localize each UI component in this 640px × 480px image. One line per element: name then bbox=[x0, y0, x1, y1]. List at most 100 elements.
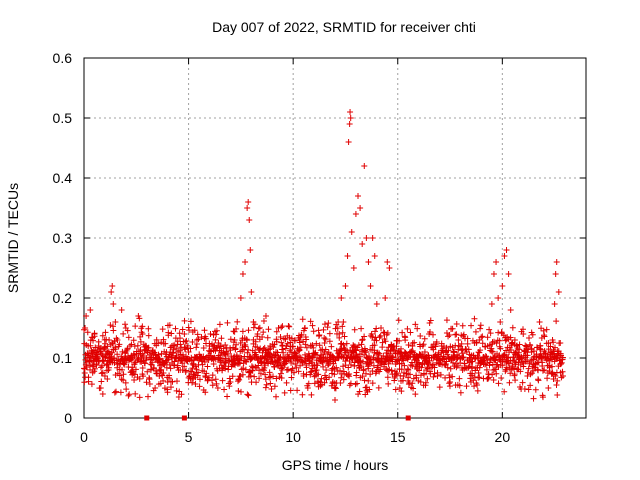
data-point bbox=[85, 343, 92, 349]
data-point-background bbox=[339, 329, 346, 336]
data-point-background bbox=[437, 371, 444, 378]
data-point-background bbox=[491, 338, 498, 345]
data-point bbox=[127, 343, 134, 349]
data-point-background bbox=[179, 326, 186, 333]
data-point bbox=[355, 193, 362, 199]
data-point-background bbox=[274, 349, 281, 356]
data-point bbox=[106, 337, 113, 343]
data-point-background bbox=[229, 373, 236, 380]
data-point bbox=[193, 337, 200, 343]
data-point bbox=[499, 283, 506, 289]
data-point-background bbox=[222, 365, 229, 372]
data-point bbox=[181, 331, 188, 337]
data-point-background bbox=[530, 367, 537, 374]
data-point-background bbox=[222, 341, 229, 348]
data-point-background bbox=[519, 379, 526, 386]
data-point-background bbox=[344, 348, 351, 355]
data-point-background bbox=[449, 373, 456, 380]
data-point bbox=[350, 265, 357, 271]
data-point-background bbox=[507, 370, 514, 377]
data-point bbox=[401, 355, 408, 361]
data-point-background bbox=[547, 349, 554, 356]
data-point-background bbox=[160, 377, 167, 384]
data-point-background bbox=[314, 362, 321, 369]
data-point-background bbox=[512, 377, 519, 384]
data-point-background bbox=[167, 365, 174, 372]
data-point bbox=[346, 121, 353, 127]
data-point-background bbox=[468, 322, 475, 329]
data-point-background bbox=[256, 375, 263, 382]
data-point-background bbox=[280, 349, 287, 356]
data-point-background bbox=[324, 362, 331, 369]
data-point-background bbox=[360, 366, 367, 373]
data-point bbox=[262, 313, 269, 319]
data-point-background bbox=[449, 325, 456, 332]
data-point bbox=[245, 199, 252, 205]
data-point-background bbox=[114, 351, 121, 358]
data-point bbox=[365, 259, 372, 265]
data-point-background bbox=[337, 367, 344, 374]
data-point bbox=[244, 205, 251, 211]
data-point-background bbox=[289, 343, 296, 350]
chart-title: Day 007 of 2022, SRMTID for receiver cht… bbox=[212, 19, 476, 35]
data-point-background bbox=[479, 333, 486, 340]
data-point-background bbox=[385, 344, 392, 351]
data-point-background bbox=[422, 379, 429, 386]
data-point-background bbox=[398, 366, 405, 373]
data-point-background bbox=[268, 385, 275, 392]
data-point-background bbox=[262, 376, 269, 383]
data-point-background bbox=[322, 346, 329, 353]
data-point-background bbox=[516, 341, 523, 348]
data-point-background bbox=[482, 353, 489, 360]
data-point bbox=[109, 283, 116, 289]
data-point-background bbox=[318, 375, 325, 382]
data-point-background bbox=[302, 325, 309, 332]
data-point-background bbox=[410, 385, 417, 392]
data-point-background bbox=[431, 364, 438, 371]
data-point-background bbox=[183, 367, 190, 374]
data-point-background bbox=[484, 334, 491, 341]
data-point-background bbox=[90, 337, 97, 344]
data-point-background bbox=[307, 369, 314, 376]
data-point-background bbox=[539, 394, 546, 401]
data-point-background bbox=[375, 384, 382, 391]
data-point-background bbox=[489, 348, 496, 355]
data-point-background bbox=[380, 329, 387, 336]
data-point bbox=[99, 391, 106, 397]
data-point-background bbox=[285, 366, 292, 373]
data-point-background bbox=[377, 332, 384, 339]
data-point-background bbox=[203, 370, 210, 377]
data-point-background bbox=[503, 364, 510, 371]
data-point bbox=[271, 355, 278, 361]
data-point-background bbox=[362, 370, 369, 377]
data-point-background bbox=[347, 380, 354, 387]
data-point bbox=[476, 337, 483, 343]
data-point-background bbox=[501, 351, 508, 358]
data-point-background bbox=[553, 318, 560, 325]
data-point-background bbox=[173, 387, 180, 394]
data-point bbox=[114, 337, 121, 343]
data-point-background bbox=[338, 345, 345, 352]
data-point-background bbox=[108, 349, 115, 356]
data-point bbox=[250, 319, 257, 325]
data-point-background bbox=[295, 368, 302, 375]
data-point bbox=[300, 373, 307, 379]
data-point-background bbox=[162, 340, 169, 347]
data-point-background bbox=[368, 331, 375, 338]
data-point-background bbox=[251, 373, 258, 380]
data-point-background bbox=[119, 348, 126, 355]
data-point bbox=[495, 295, 502, 301]
data-point-background bbox=[398, 388, 405, 395]
data-point-background bbox=[193, 366, 200, 373]
data-point-background bbox=[83, 364, 90, 371]
data-point-background bbox=[325, 320, 332, 327]
data-point-background bbox=[299, 316, 306, 323]
data-point-background bbox=[282, 345, 289, 352]
data-point-background bbox=[477, 347, 484, 354]
data-point-background bbox=[476, 364, 483, 371]
data-point-background bbox=[224, 319, 231, 326]
data-point-background bbox=[309, 365, 316, 372]
data-point-background bbox=[293, 364, 300, 371]
data-point bbox=[164, 379, 171, 385]
